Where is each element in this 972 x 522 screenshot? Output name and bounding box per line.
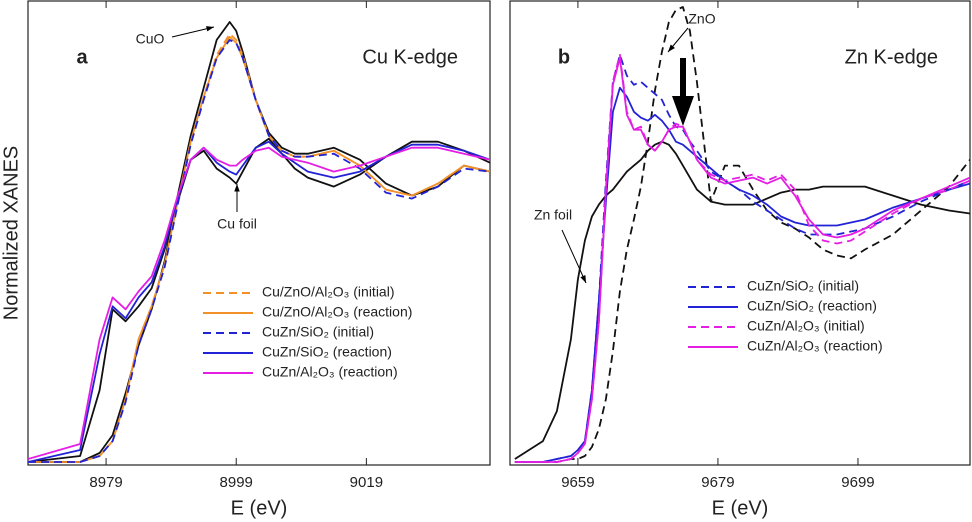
spectrum-line	[514, 140, 970, 460]
x-axis-label: E (eV)	[231, 497, 288, 519]
x-tick-label: 9679	[701, 474, 734, 491]
spectrum-line	[514, 57, 970, 463]
reference-arrow-head	[206, 26, 214, 32]
panel-subtitle: Zn K-edge	[845, 46, 938, 68]
reference-label: CuO	[136, 31, 165, 47]
spectrum-line	[28, 140, 490, 463]
legend-label: CuZn/SiO₂ (reaction)	[747, 298, 877, 314]
plot-frame	[27, 0, 491, 466]
x-tick-label: 9019	[350, 474, 383, 491]
legend-label: CuZn/SiO₂ (initial)	[262, 324, 374, 340]
legend-label: CuZn/SiO₂ (reaction)	[262, 344, 392, 360]
spectrum-line	[28, 39, 490, 463]
x-tick-label: 8979	[89, 474, 122, 491]
legend-label: Cu/ZnO/Al₂O₃ (reaction)	[262, 304, 412, 320]
panel-label: b	[558, 46, 570, 68]
legend-label: CuZn/SiO₂ (initial)	[747, 278, 859, 294]
spectrum-line	[514, 86, 970, 463]
y-axis-label: Normalized XANES	[0, 146, 22, 321]
x-tick-label: 9699	[841, 474, 874, 491]
x-tick-label: 8999	[220, 474, 253, 491]
x-tick-label: 9659	[561, 474, 594, 491]
reference-label: Cu foil	[217, 216, 257, 232]
legend-label: Cu/ZnO/Al₂O₃ (initial)	[262, 284, 395, 300]
spectrum-line	[514, 54, 970, 463]
x-axis-label: E (eV)	[712, 497, 769, 519]
legend-label: CuZn/Al₂O₃ (reaction)	[747, 338, 883, 354]
spectrum-line	[514, 54, 970, 463]
spectrum-line	[514, 6, 970, 463]
panel-label: a	[76, 46, 88, 68]
series-group	[28, 21, 490, 463]
reference-arrow-head	[234, 184, 240, 192]
spectrum-line	[28, 137, 490, 463]
reference-label: ZnO	[688, 11, 715, 27]
legend-label: CuZn/Al₂O₃ (initial)	[747, 318, 865, 334]
reference-label: Zn foil	[534, 207, 572, 223]
highlight-arrow	[672, 58, 694, 126]
reference-arrow	[561, 229, 587, 284]
reference-arrow-head	[580, 275, 586, 283]
spectrum-line	[28, 146, 490, 460]
legend-label: CuZn/Al₂O₃ (reaction)	[262, 364, 398, 380]
reference-arrow-head	[668, 44, 675, 52]
series-group	[514, 6, 970, 463]
plot-frame	[509, 0, 971, 466]
panel-subtitle: Cu K-edge	[362, 46, 458, 68]
